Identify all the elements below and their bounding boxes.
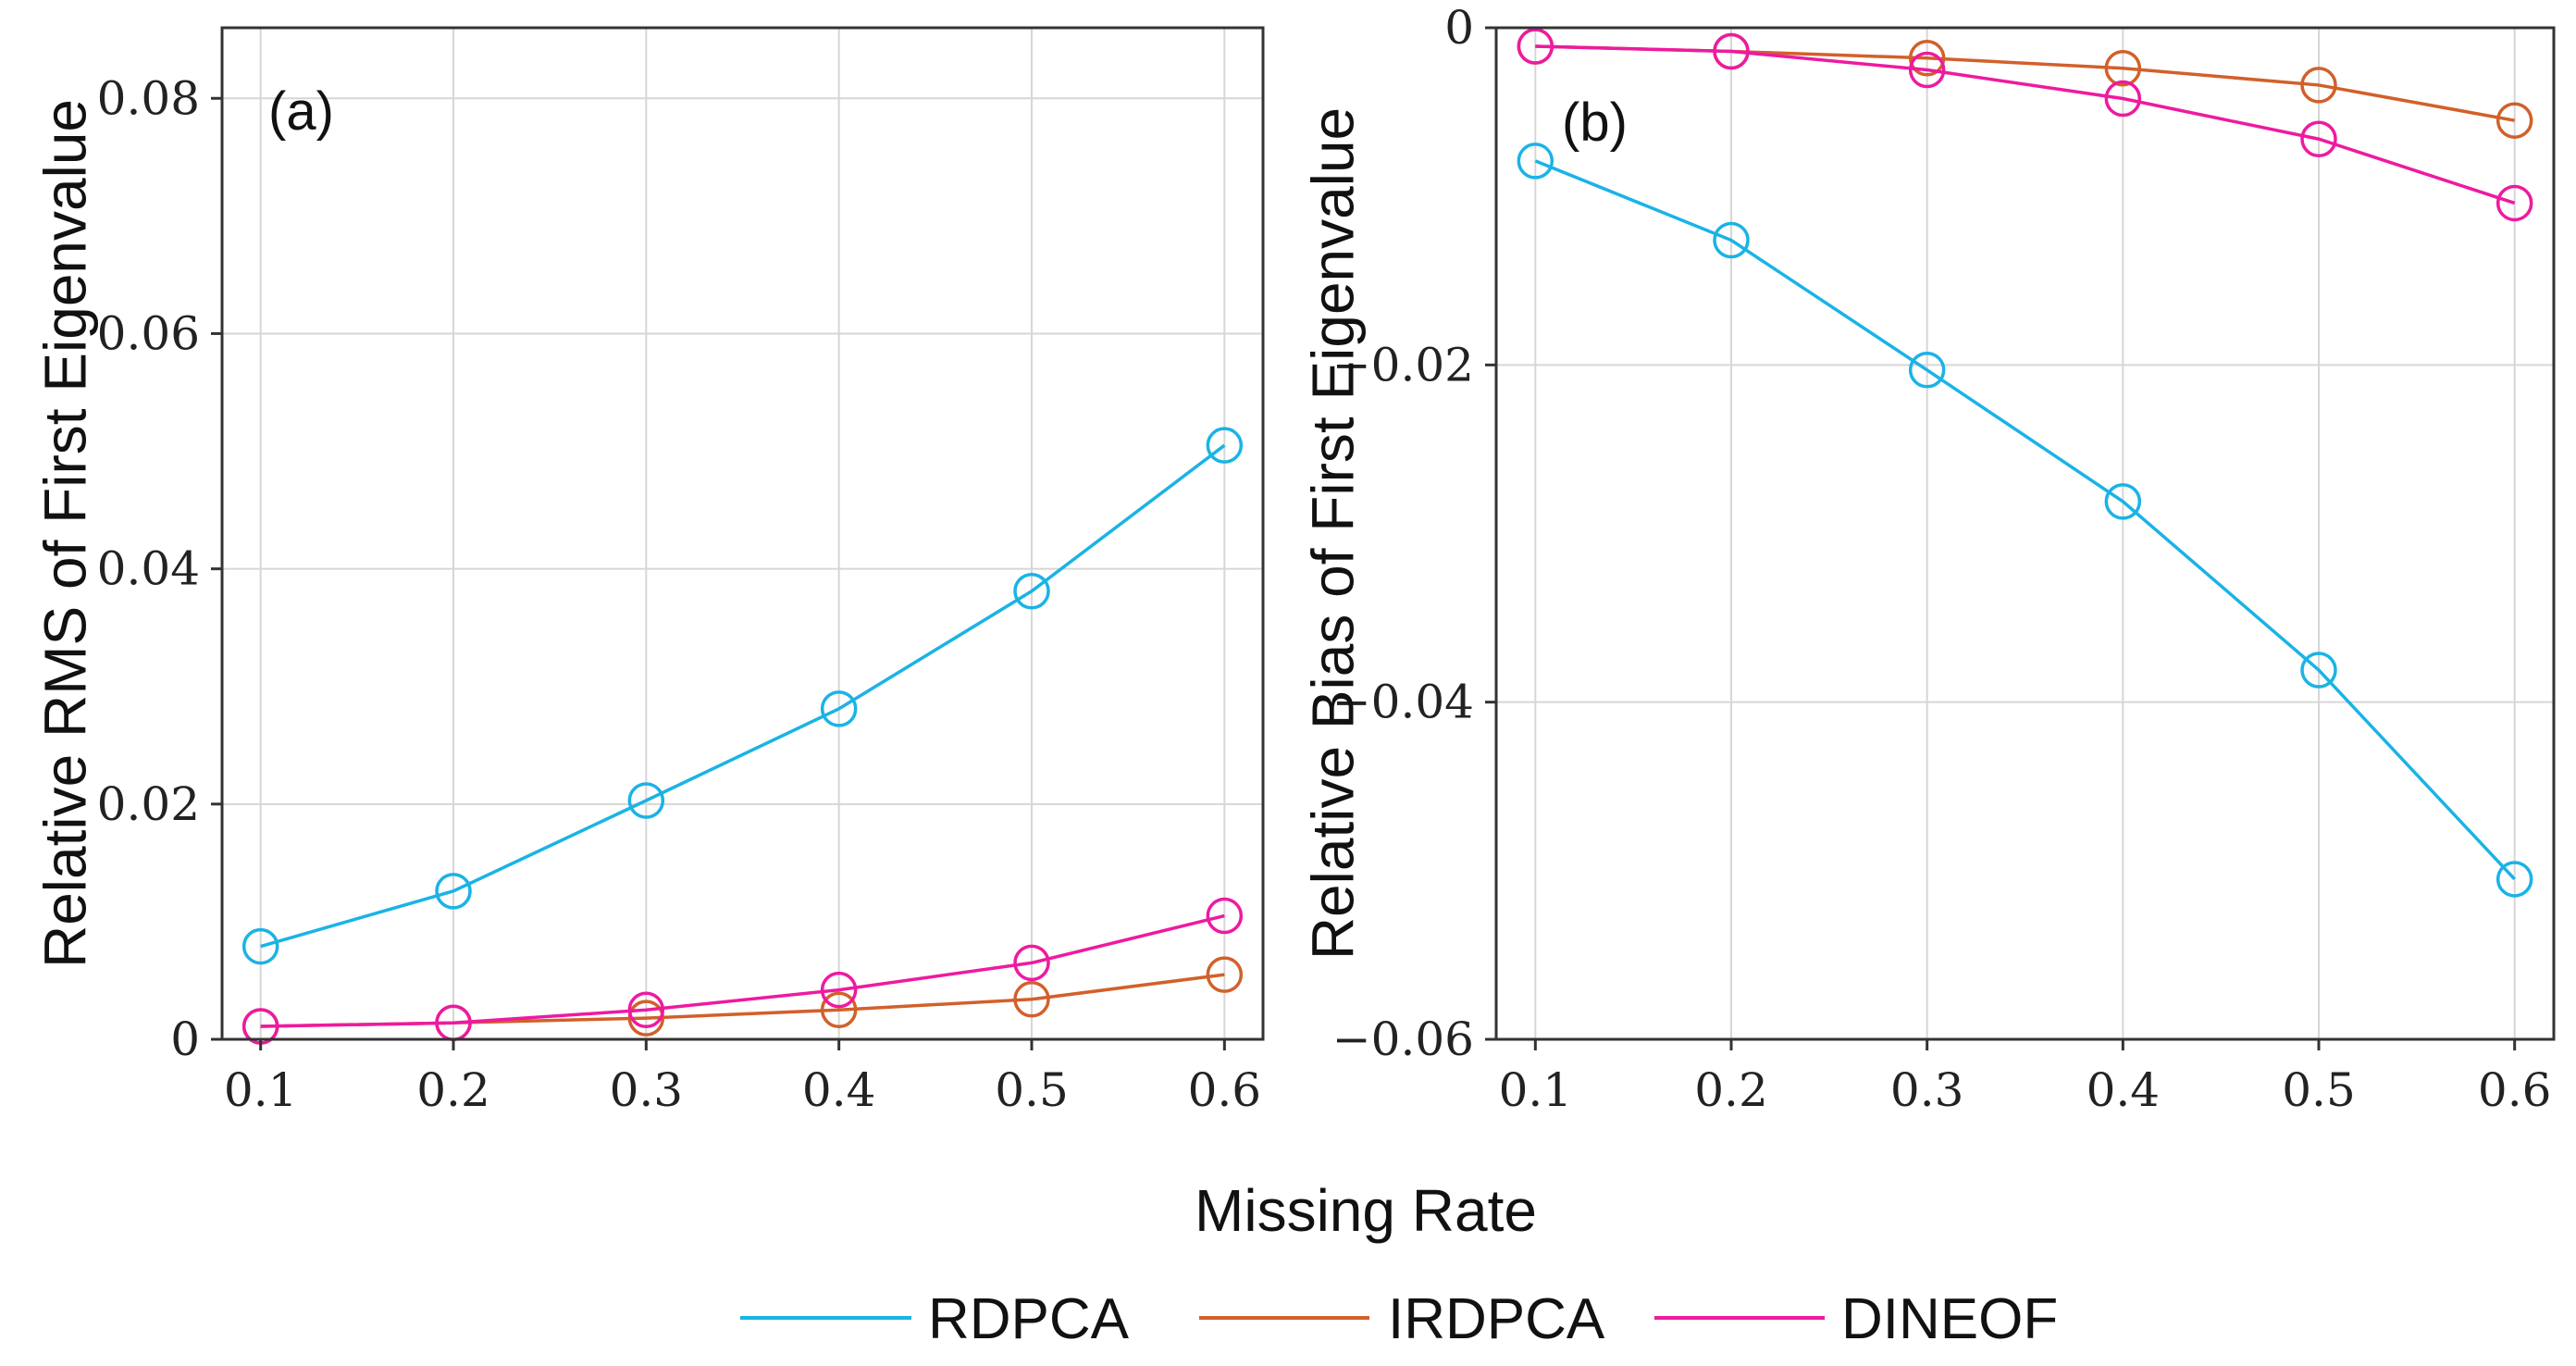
legend-item-dineof: DINEOF bbox=[1654, 1287, 2058, 1351]
panel-b-grid bbox=[1496, 27, 2554, 1040]
panel-a-marker-rdpca bbox=[242, 927, 279, 965]
panel-a-marker-rdpca bbox=[1206, 427, 1244, 464]
panel-a-marker-irdpca bbox=[627, 1000, 665, 1037]
panel-a-series-dineof bbox=[242, 897, 1244, 1045]
legend: RDPCA IRDPCA DINEOF bbox=[740, 1287, 2058, 1351]
panel-a-axes-frame bbox=[220, 26, 1265, 1041]
shared-xlabel: Missing Rate bbox=[1195, 1177, 1537, 1244]
panel-b-marker-irdpca bbox=[2300, 67, 2337, 104]
panel-b-series bbox=[1517, 28, 2533, 898]
panel-b-xtick-label: 0.3 bbox=[1890, 1063, 1964, 1117]
panel-b-ytick-label: −0.06 bbox=[1332, 1012, 1474, 1066]
panel-a-marker-dineof bbox=[627, 991, 665, 1028]
panel-a-ytick-label: 0.08 bbox=[97, 71, 200, 125]
panel-a-marker-dineof bbox=[1013, 944, 1050, 982]
legend-item-irdpca: IRDPCA bbox=[1199, 1287, 1605, 1351]
panel-b-line-rdpca bbox=[1534, 159, 2516, 881]
panel-b-marker-rdpca bbox=[2300, 652, 2337, 689]
panel-b-ylabel: Relative Bias of First Eigenvalue bbox=[1299, 107, 1366, 960]
panel-b-marker-irdpca bbox=[2104, 49, 2142, 87]
panel-a-marker-rdpca bbox=[1013, 573, 1050, 610]
panel-b-xtick-label: 0.4 bbox=[2087, 1063, 2161, 1117]
panel-a-marker-rdpca bbox=[627, 782, 665, 819]
panel-a-ylabel: Relative RMS of First Eigenvalue bbox=[31, 99, 98, 968]
panel-b-marker-rdpca bbox=[2104, 483, 2142, 520]
panel-a-marker-irdpca bbox=[1206, 956, 1244, 993]
panel-a-marker-dineof bbox=[820, 971, 858, 1009]
panel-b-marker-dineof bbox=[1517, 28, 1554, 65]
panel-a-ytick-label: 0.04 bbox=[97, 542, 200, 596]
panel-b-marker-dineof bbox=[2496, 184, 2533, 222]
panel-b: 0.1 0.2 0.3 0.4 0.5 0.6 0 −0.02 −0.04 −0.06 (b) R… bbox=[1299, 1, 2556, 1117]
panel-a-marker-irdpca bbox=[820, 991, 858, 1028]
panel-b-marker-rdpca bbox=[1908, 352, 1946, 389]
panel-a-marker-dineof bbox=[1206, 897, 1244, 935]
panel-b-series-dineof bbox=[1517, 28, 2533, 222]
panel-a-series bbox=[242, 427, 1244, 1045]
panel-a-series-rdpca bbox=[242, 427, 1244, 965]
panel-a-xtick-label: 0.2 bbox=[416, 1063, 490, 1117]
legend-label-dineof: DINEOF bbox=[1841, 1287, 2058, 1351]
panel-a-line-dineof bbox=[260, 913, 1225, 1028]
panel-b-xtick-label: 0.1 bbox=[1499, 1063, 1573, 1117]
panel-a-xtick-label: 0.5 bbox=[995, 1063, 1069, 1117]
panel-b-marker-dineof bbox=[2300, 120, 2337, 157]
panel-a-label: (a) bbox=[268, 81, 334, 142]
panel-b-line-dineof bbox=[1535, 44, 2516, 205]
panel-b-marker-dineof bbox=[2104, 80, 2142, 118]
panel-a-marker-irdpca bbox=[1013, 981, 1050, 1018]
legend-label-rdpca: RDPCA bbox=[928, 1287, 1130, 1351]
panel-a-marker-rdpca bbox=[435, 873, 472, 910]
panel-a-ticks: 0.1 0.2 0.3 0.4 0.5 0.6 0 0.02 0.04 0.06 0.08 bbox=[97, 71, 1261, 1117]
panel-b-axes-frame bbox=[1494, 26, 2556, 1041]
panel-a-xtick-label: 0.1 bbox=[224, 1063, 298, 1117]
panel-b-ytick-label: −0.02 bbox=[1332, 338, 1474, 391]
panel-b-xtick-label: 0.2 bbox=[1694, 1063, 1768, 1117]
panel-b-ytick-label: −0.04 bbox=[1332, 676, 1474, 729]
panel-b-marker-rdpca bbox=[1517, 143, 1554, 180]
panel-b-xtick-label: 0.5 bbox=[2282, 1063, 2356, 1117]
panel-b-marker-irdpca bbox=[2496, 102, 2533, 139]
legend-item-rdpca: RDPCA bbox=[740, 1287, 1130, 1351]
panel-a-xtick-label: 0.3 bbox=[610, 1063, 684, 1117]
panel-a-marker-rdpca bbox=[820, 690, 858, 727]
panel-b-label: (b) bbox=[1562, 93, 1628, 153]
panel-a-ytick-label: 0.02 bbox=[97, 777, 200, 831]
panel-b-marker-dineof bbox=[1908, 51, 1946, 89]
panel-a-line-rdpca bbox=[260, 443, 1226, 949]
panel-b-ytick-label: 0 bbox=[1444, 1, 1474, 55]
panel-b-xtick-label: 0.6 bbox=[2478, 1063, 2552, 1117]
panel-b-marker-dineof bbox=[1713, 32, 1750, 70]
panel-a-xtick-label: 0.4 bbox=[802, 1063, 876, 1117]
panel-b-ticks: 0.1 0.2 0.3 0.4 0.5 0.6 0 −0.02 −0.04 −0.06 bbox=[1332, 1, 2552, 1117]
panel-a-ytick-label: 0.06 bbox=[97, 306, 200, 360]
panel-b-marker-irdpca bbox=[1908, 40, 1946, 77]
panel-a-ytick-label: 0 bbox=[170, 1012, 200, 1066]
panel-a: 0.1 0.2 0.3 0.4 0.5 0.600.020.040.060.08 (a) … bbox=[31, 26, 1265, 1117]
panel-a-xtick-label: 0.6 bbox=[1188, 1063, 1262, 1117]
legend-label-irdpca: IRDPCA bbox=[1388, 1287, 1605, 1351]
panel-b-series-rdpca bbox=[1517, 143, 2533, 898]
panel-b-marker-rdpca bbox=[2496, 861, 2533, 898]
panel-b-marker-rdpca bbox=[1713, 221, 1750, 259]
